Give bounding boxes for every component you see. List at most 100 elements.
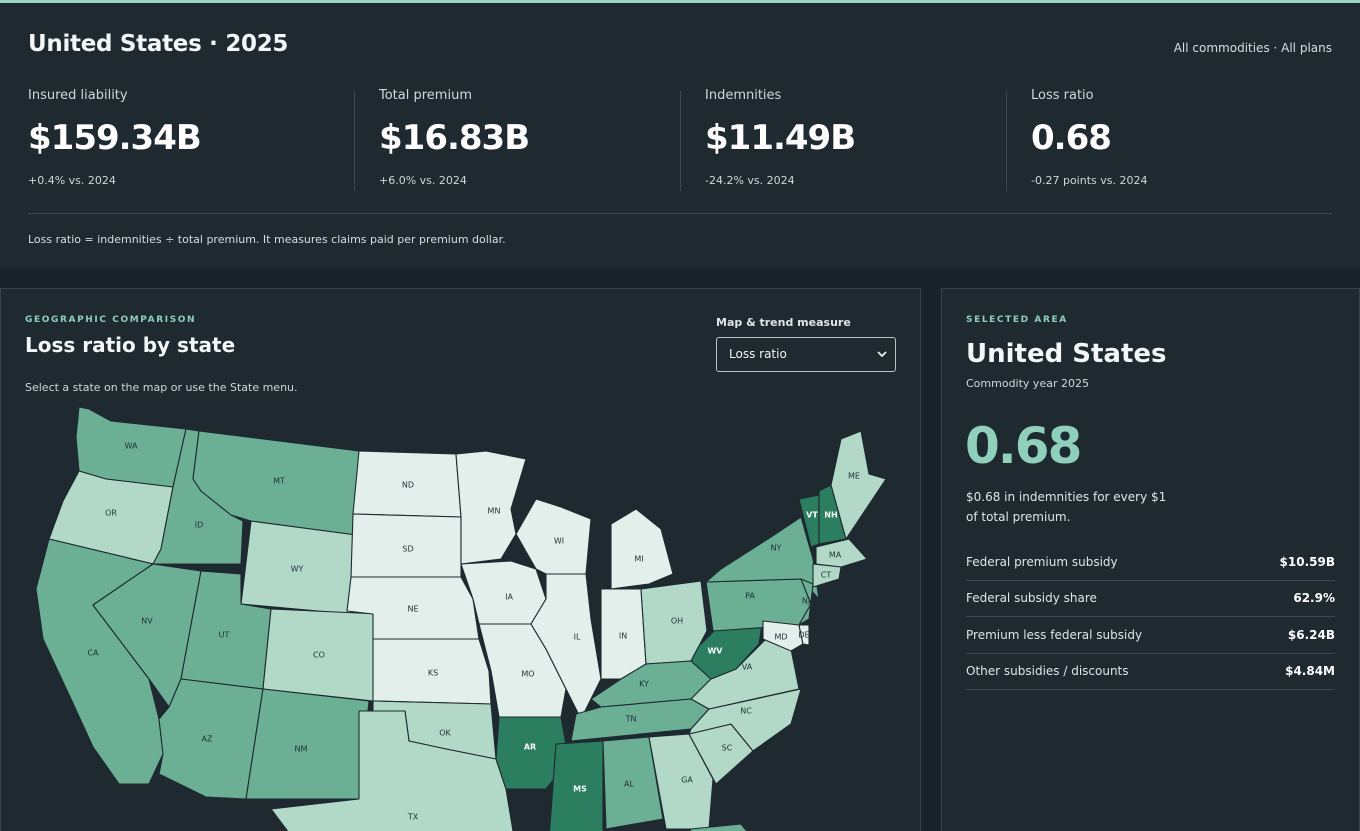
state-label-or: OR — [105, 509, 117, 518]
top-accent-line — [0, 0, 1360, 3]
state-label-nh: NH — [824, 511, 837, 520]
measure-select[interactable]: Loss ratio — [716, 337, 896, 372]
kpi-delta: -0.27 points vs. 2024 — [1031, 174, 1148, 187]
us-state-map[interactable]: WA OR CA ID NV MT WY UT AZ CO NM ND SD NE KS OK TX MN IA MO… — [1, 399, 920, 831]
state-mi[interactable] — [610, 508, 674, 590]
map-hint: Select a state on the map or use the Sta… — [25, 381, 298, 394]
state-label-ne: NE — [407, 605, 418, 614]
kpi-label: Total premium — [379, 88, 472, 103]
map-title: Loss ratio by state — [25, 333, 236, 357]
metric-label: Federal subsidy share — [966, 591, 1097, 605]
state-label-az: AZ — [202, 735, 213, 744]
state-label-wv: WV — [707, 647, 723, 656]
kpi-label: Loss ratio — [1031, 88, 1094, 103]
state-label-mo: MO — [521, 670, 534, 679]
metric-label: Premium less federal subsidy — [966, 628, 1143, 642]
kpi-label: Indemnities — [705, 88, 782, 103]
selected-loss-ratio: 0.68 — [965, 417, 1082, 475]
state-label-wy: WY — [291, 565, 304, 574]
summary-header: United States · 2025 All commodities · A… — [0, 3, 1360, 268]
kpi-value: 0.68 — [1031, 118, 1112, 158]
map-eyebrow: GEOGRAPHIC COMPARISON — [25, 315, 197, 325]
kpi-delta: -24.2% vs. 2024 — [705, 174, 795, 187]
state-label-ga: GA — [681, 776, 693, 785]
page-title: United States · 2025 — [28, 31, 289, 57]
state-ct[interactable] — [812, 563, 842, 588]
state-label-nm: NM — [295, 745, 308, 754]
state-label-in: IN — [619, 632, 627, 641]
state-label-al: AL — [624, 780, 634, 789]
kpi-divider — [354, 91, 355, 191]
state-ma[interactable] — [815, 538, 868, 568]
state-label-ny: NY — [771, 544, 782, 553]
metric-row: Premium less federal subsidy $6.24B — [966, 618, 1335, 654]
state-al[interactable] — [602, 736, 664, 830]
state-nj[interactable] — [798, 578, 814, 626]
selected-area-eyebrow: SELECTED AREA — [966, 315, 1068, 325]
metric-value: $6.24B — [1287, 628, 1335, 642]
kpi-value: $159.34B — [28, 118, 202, 158]
state-fl[interactable] — [681, 823, 761, 831]
kpi-loss-ratio: Loss ratio 0.68 -0.27 points vs. 2024 — [1031, 88, 1321, 188]
state-label-ky: KY — [639, 680, 649, 689]
state-label-sd: SD — [402, 545, 413, 554]
state-label-nv: NV — [141, 617, 153, 626]
selected-area-panel: SELECTED AREA United States Commodity ye… — [941, 288, 1360, 831]
state-label-sc: SC — [722, 744, 733, 753]
metric-value: $10.59B — [1279, 555, 1335, 569]
kpi-delta: +0.4% vs. 2024 — [28, 174, 116, 187]
state-md[interactable] — [762, 620, 804, 652]
kpi-total-premium: Total premium $16.83B +6.0% vs. 2024 — [379, 88, 669, 188]
state-pa[interactable] — [705, 578, 812, 632]
state-label-nj: NJ — [802, 597, 810, 606]
state-me[interactable] — [830, 430, 887, 540]
selected-area-name: United States — [966, 339, 1167, 369]
filter-summary[interactable]: All commodities · All plans — [1173, 41, 1332, 55]
state-label-ms: MS — [573, 785, 587, 794]
kpi-insured-liability: Insured liability $159.34B +0.4% vs. 202… — [28, 88, 348, 188]
metric-label: Other subsidies / discounts — [966, 664, 1129, 678]
state-label-ks: KS — [428, 669, 438, 678]
kpi-value: $11.49B — [705, 118, 856, 158]
metric-row: Other subsidies / discounts $4.84M — [966, 654, 1335, 690]
selected-area-subtitle: Commodity year 2025 — [966, 377, 1089, 390]
state-label-mn: MN — [488, 507, 501, 516]
state-label-de: DE — [798, 631, 809, 640]
state-ga[interactable] — [648, 733, 714, 830]
state-label-mi: MI — [634, 555, 643, 564]
state-label-ia: IA — [505, 593, 513, 602]
state-nm[interactable] — [245, 688, 370, 800]
state-label-wa: WA — [125, 442, 138, 451]
state-label-co: CO — [313, 651, 325, 660]
state-ks[interactable] — [372, 638, 492, 705]
summary-divider — [28, 213, 1332, 214]
state-ms[interactable] — [549, 740, 604, 831]
state-label-md: MD — [774, 633, 787, 642]
state-label-oh: OH — [671, 617, 683, 626]
metric-label: Federal premium subsidy — [966, 555, 1118, 569]
metric-row: Federal premium subsidy $10.59B — [966, 545, 1335, 581]
state-label-id: ID — [195, 521, 204, 530]
state-label-il: IL — [574, 633, 581, 642]
state-label-pa: PA — [745, 592, 755, 601]
state-label-me: ME — [848, 472, 860, 481]
kpi-divider — [1006, 91, 1007, 191]
state-label-nc: NC — [740, 707, 752, 716]
metric-value: 62.9% — [1293, 591, 1335, 605]
state-ar[interactable] — [495, 716, 570, 790]
state-il[interactable] — [530, 573, 602, 720]
measure-select-value: Loss ratio — [729, 347, 787, 361]
state-label-tx: TX — [407, 813, 419, 822]
state-wi[interactable] — [515, 498, 592, 575]
state-label-ut: UT — [219, 631, 230, 640]
state-label-tn: TN — [625, 715, 637, 724]
loss-ratio-footnote: Loss ratio = indemnities ÷ total premium… — [28, 233, 506, 246]
map-panel: GEOGRAPHIC COMPARISON Loss ratio by stat… — [0, 288, 921, 831]
state-label-mt: MT — [273, 477, 285, 486]
state-label-ct: CT — [821, 571, 832, 580]
state-de[interactable] — [798, 624, 810, 646]
state-label-ok: OK — [439, 729, 451, 738]
kpi-value: $16.83B — [379, 118, 530, 158]
state-label-wi: WI — [554, 537, 564, 546]
kpi-delta: +6.0% vs. 2024 — [379, 174, 467, 187]
